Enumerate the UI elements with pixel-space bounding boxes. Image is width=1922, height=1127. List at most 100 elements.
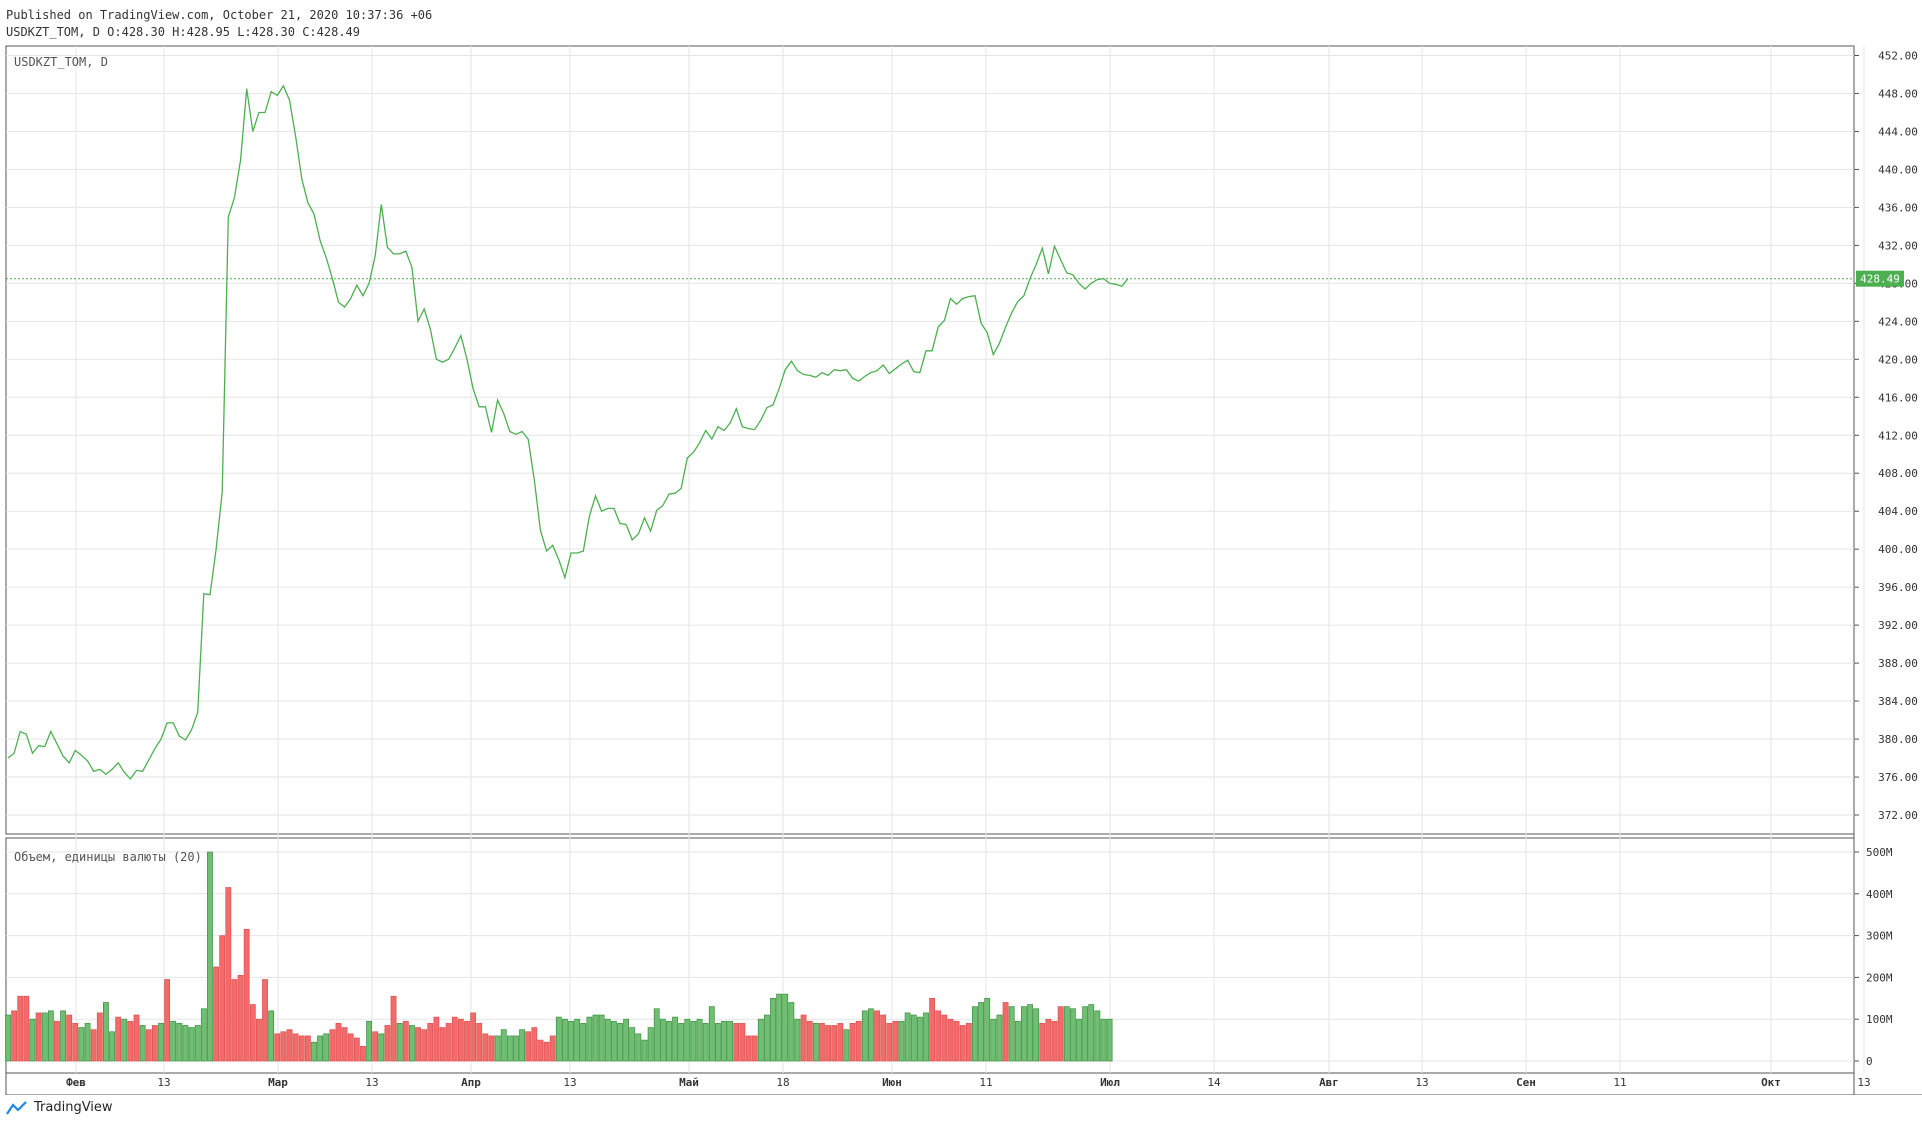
- volume-bar: [659, 1018, 666, 1062]
- volume-bar: [243, 928, 250, 1062]
- tradingview-logo-icon: [6, 1100, 27, 1115]
- volume-bar: [329, 1029, 336, 1062]
- volume-bar: [855, 1020, 862, 1062]
- volume-bar: [1106, 1018, 1113, 1062]
- price-tick-label: 440.00: [1878, 163, 1918, 176]
- volume-legend: Объем, единицы валюты (20): [14, 850, 202, 864]
- price-tick-label: 376.00: [1878, 771, 1918, 784]
- volume-bar: [1082, 1006, 1089, 1062]
- volume-bar: [372, 1031, 379, 1062]
- volume-bar: [819, 1023, 825, 1062]
- volume-bar: [35, 1012, 42, 1062]
- price-tick-label: 388.00: [1878, 657, 1918, 670]
- axes: 452.00 448.00 444.00 440.00 436.00 432.00 428.…: [66, 49, 1918, 1089]
- time-tick-label: 13: [365, 1076, 378, 1089]
- volume-bar: [666, 1020, 672, 1062]
- volume-bar: [782, 993, 789, 1062]
- time-tick-label: 11: [1613, 1076, 1626, 1089]
- volume-bar: [335, 1023, 342, 1062]
- volume-bar: [653, 1008, 660, 1062]
- volume-bar: [353, 1037, 360, 1062]
- volume-bar: [935, 1010, 942, 1062]
- volume-bar: [60, 1010, 66, 1062]
- time-tick-label: Авг: [1319, 1076, 1339, 1089]
- volume-bar: [188, 1027, 195, 1062]
- volume-bar: [164, 979, 171, 1062]
- volume-bar: [592, 1014, 599, 1062]
- price-line[interactable]: [7, 84, 1129, 780]
- volume-bar: [537, 1039, 544, 1062]
- volume-bar: [880, 1014, 887, 1062]
- volume-bar: [770, 997, 776, 1062]
- volume-bar: [843, 1029, 850, 1062]
- volume-bar: [763, 1014, 770, 1062]
- price-tick-label: 436.00: [1878, 201, 1918, 214]
- volume-tick-label: 0: [1866, 1055, 1873, 1068]
- volume-bar: [207, 851, 213, 1062]
- time-tick-label: 14: [1207, 1076, 1221, 1089]
- volume-bar: [1051, 1020, 1058, 1062]
- volume-bar: [415, 1027, 421, 1062]
- volume-bar: [610, 1020, 617, 1062]
- price-tick-label: 452.00: [1878, 49, 1918, 62]
- time-tick-label: 18: [776, 1076, 789, 1089]
- volume-bar: [494, 1035, 501, 1062]
- volume-bar: [580, 1023, 587, 1062]
- volume-bar: [347, 1033, 354, 1062]
- price-tick-label: 408.00: [1878, 467, 1918, 480]
- volume-bar: [702, 1023, 709, 1062]
- volume-bar: [886, 1023, 893, 1062]
- volume-bar: [151, 1025, 158, 1062]
- volume-tick-label: 200M: [1866, 971, 1893, 984]
- price-chart[interactable]: 452.00 448.00 444.00 440.00 436.00 432.00 428.…: [0, 0, 1922, 1095]
- volume-bar: [1021, 1006, 1027, 1062]
- volume-bar: [470, 1012, 477, 1062]
- volume-bar: [543, 1041, 550, 1062]
- volume-bar: [788, 1002, 795, 1062]
- volume-bar: [910, 1014, 917, 1062]
- volume-bars: [5, 851, 1113, 1062]
- volume-bar: [421, 1029, 428, 1062]
- volume-bar: [549, 1035, 556, 1062]
- volume-bar: [629, 1027, 636, 1062]
- volume-bar: [555, 1016, 562, 1062]
- chart-panes: [5, 45, 1922, 1095]
- volume-bar: [733, 1023, 740, 1062]
- time-tick-label: Июл: [1100, 1076, 1120, 1089]
- footer-brand[interactable]: TradingView: [6, 1100, 113, 1115]
- volume-bar: [959, 1025, 966, 1062]
- volume-bar: [861, 1010, 868, 1062]
- volume-bar: [727, 1020, 734, 1062]
- volume-bar: [996, 1014, 1003, 1062]
- volume-bar: [972, 1006, 978, 1062]
- volume-bar: [635, 1033, 642, 1062]
- volume-bar: [158, 1023, 164, 1062]
- volume-bar: [84, 1023, 91, 1062]
- volume-bar: [121, 1018, 128, 1062]
- volume-bar: [292, 1033, 299, 1062]
- ohlc-readout: USDKZT_TOM, D O:428.30 H:428.95 L:428.30…: [6, 25, 361, 39]
- volume-bar: [617, 1023, 623, 1062]
- price-tick-label: 444.00: [1878, 125, 1918, 138]
- price-tick-label: 424.00: [1878, 315, 1918, 328]
- volume-bar: [800, 1014, 807, 1062]
- volume-bar: [115, 1016, 122, 1062]
- time-tick-label: Окт: [1761, 1076, 1781, 1089]
- volume-bar: [286, 1029, 293, 1062]
- volume-bar: [1063, 1006, 1070, 1062]
- volume-bar: [947, 1018, 954, 1062]
- volume-bar: [1088, 1004, 1095, 1062]
- volume-bar: [200, 1008, 207, 1062]
- volume-bar: [366, 1020, 372, 1062]
- volume-bar: [11, 1010, 18, 1062]
- volume-bar: [213, 966, 219, 1062]
- time-tick-label: Май: [679, 1076, 699, 1089]
- volume-bar: [721, 1020, 727, 1062]
- volume-bar: [751, 1035, 758, 1062]
- volume-bar: [311, 1041, 317, 1062]
- price-tick-label: 416.00: [1878, 391, 1918, 404]
- time-tick-label: 13: [157, 1076, 170, 1089]
- volume-bar: [323, 1033, 330, 1062]
- volume-bar: [868, 1008, 874, 1062]
- price-pane[interactable]: [5, 45, 1855, 835]
